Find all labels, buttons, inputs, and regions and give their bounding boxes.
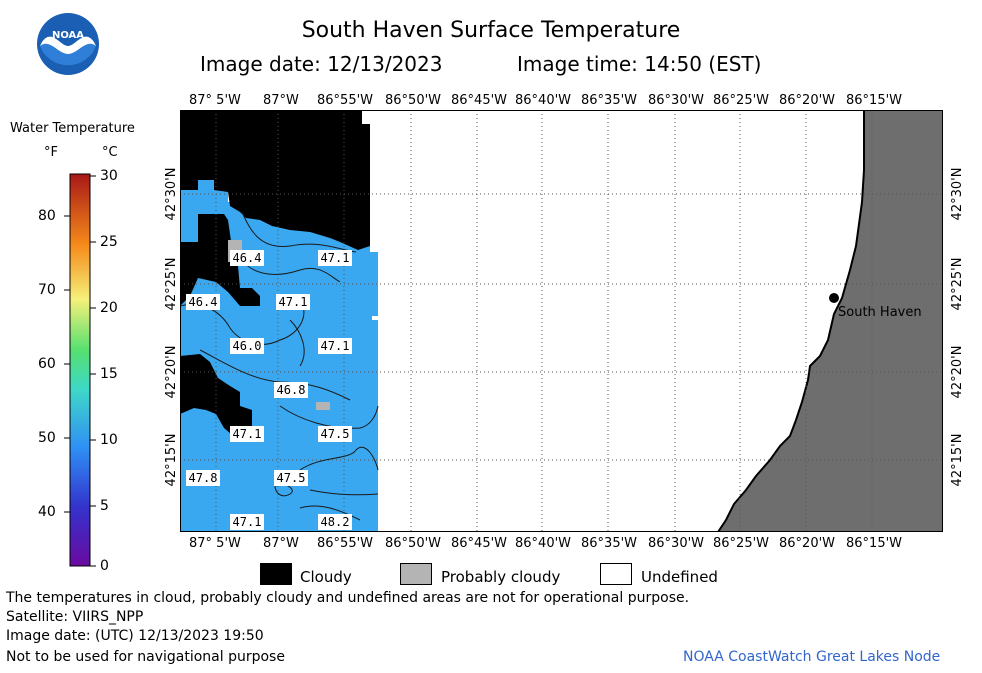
- cloudy-label: Cloudy: [300, 568, 352, 586]
- f-tick-40: 40: [38, 504, 56, 520]
- lon-label-top: 86°45'W: [451, 93, 508, 108]
- lon-label-bottom: 86°25'W: [713, 536, 770, 551]
- lat-label: 42°20'N: [164, 346, 179, 399]
- c-tick-30: 30: [100, 168, 118, 184]
- lat-label: 42°25'N: [950, 258, 965, 311]
- city-marker: [829, 293, 839, 303]
- utc-date-text: Image date: (UTC) 12/13/2023 19:50: [6, 628, 264, 644]
- temperature-label: 47.1: [279, 295, 308, 309]
- temperature-label: 48.2: [321, 515, 350, 529]
- colorbar-title: Water Temperature: [10, 121, 135, 136]
- lat-labels-right: 42°30'N 42°25'N 42°20'N 42°15'N: [950, 168, 965, 487]
- lon-label-top: 86°30'W: [648, 93, 705, 108]
- undefined-swatch: [600, 563, 632, 585]
- temperature-label: 47.1: [321, 339, 350, 353]
- temperature-label: 46.0: [233, 339, 262, 353]
- image-time: Image time: 14:50 (EST): [517, 52, 762, 76]
- c-tick-10: 10: [100, 432, 118, 448]
- shoreline: [717, 110, 865, 532]
- lon-label-top: 87° 5'W: [189, 93, 241, 108]
- lon-label-top: 86°15'W: [846, 93, 903, 108]
- cloud-area: [180, 214, 260, 306]
- map-frame: [180, 110, 943, 532]
- probably-cloudy-swatch: [400, 563, 432, 585]
- f-tick-60: 60: [38, 356, 56, 372]
- f-tick-80: 80: [38, 208, 56, 224]
- cloudy-swatch: [260, 563, 292, 585]
- lon-label-top: 86°55'W: [317, 93, 374, 108]
- lon-label-bottom: 87°W: [263, 536, 299, 551]
- temperature-label: 47.5: [321, 427, 350, 441]
- c-tick-15: 15: [100, 366, 118, 382]
- lat-label: 42°15'N: [164, 434, 179, 487]
- undefined-label: Undefined: [641, 568, 718, 586]
- lat-label: 42°25'N: [164, 258, 179, 311]
- temperature-label: 47.1: [233, 427, 262, 441]
- noaa-logo: NOAA: [37, 13, 99, 75]
- temperature-label: 46.4: [233, 251, 262, 265]
- lon-label-bottom: 86°40'W: [515, 536, 572, 551]
- probably-cloudy-label: Probably cloudy: [441, 568, 561, 586]
- probably-cloudy-area: [316, 402, 330, 410]
- lat-label: 42°30'N: [164, 168, 179, 221]
- lon-label-top: 86°50'W: [385, 93, 442, 108]
- lon-label-top: 86°40'W: [515, 93, 572, 108]
- lon-label-bottom: 86°55'W: [317, 536, 374, 551]
- temperature-label: 46.8: [277, 383, 306, 397]
- unit-fahrenheit: °F: [44, 145, 58, 160]
- colorbar: [64, 173, 96, 567]
- image-date: Image date: 12/13/2023: [200, 52, 443, 76]
- disclaimer-text: The temperatures in cloud, probably clou…: [6, 590, 690, 606]
- lon-label-top: 87°W: [263, 93, 299, 108]
- lon-label-bottom: 86°50'W: [385, 536, 442, 551]
- f-tick-70: 70: [38, 282, 56, 298]
- c-tick-20: 20: [100, 300, 118, 316]
- land-area: [718, 110, 943, 532]
- lon-label-top: 86°20'W: [779, 93, 836, 108]
- cloud-area: [180, 110, 370, 250]
- lat-labels-left: 42°30'N 42°25'N 42°20'N 42°15'N: [164, 168, 179, 487]
- c-tick-25: 25: [100, 234, 118, 250]
- lon-label-bottom: 86°20'W: [779, 536, 836, 551]
- c-tick-0: 0: [100, 558, 109, 574]
- c-tick-5: 5: [100, 498, 109, 514]
- navigation-note: Not to be used for navigational purpose: [6, 649, 285, 665]
- temperature-map: 46.4 47.1 46.4 47.1 46.0 47.1 46.8 47.1 …: [180, 110, 943, 532]
- temperature-label: 47.1: [321, 251, 350, 265]
- page-title: South Haven Surface Temperature: [301, 18, 681, 43]
- lon-label-bottom: 86°15'W: [846, 536, 903, 551]
- lon-label-top: 86°35'W: [581, 93, 638, 108]
- lon-label-bottom: 87° 5'W: [189, 536, 241, 551]
- lat-label: 42°15'N: [950, 434, 965, 487]
- temperature-label: 47.5: [277, 471, 306, 485]
- temperature-label: 47.1: [233, 515, 262, 529]
- lat-label: 42°20'N: [950, 346, 965, 399]
- lon-label-bottom: 86°45'W: [451, 536, 508, 551]
- cloud-area: [180, 354, 252, 440]
- temperature-label-group: 46.4 47.1 46.4 47.1 46.0 47.1 46.8 47.1 …: [186, 250, 352, 530]
- unit-celsius: °C: [102, 145, 118, 160]
- f-tick-50: 50: [38, 430, 56, 446]
- city-label: South Haven: [838, 305, 922, 320]
- lon-label-bottom: 86°35'W: [581, 536, 638, 551]
- satellite-text: Satellite: VIIRS_NPP: [6, 609, 144, 625]
- temperature-label: 46.4: [189, 295, 218, 309]
- temperature-label: 47.8: [189, 471, 218, 485]
- credit-text: NOAA CoastWatch Great Lakes Node: [683, 649, 941, 665]
- lon-label-bottom: 86°30'W: [648, 536, 705, 551]
- lon-label-top: 86°25'W: [713, 93, 770, 108]
- lat-label: 42°30'N: [950, 168, 965, 221]
- svg-text:NOAA: NOAA: [52, 30, 84, 41]
